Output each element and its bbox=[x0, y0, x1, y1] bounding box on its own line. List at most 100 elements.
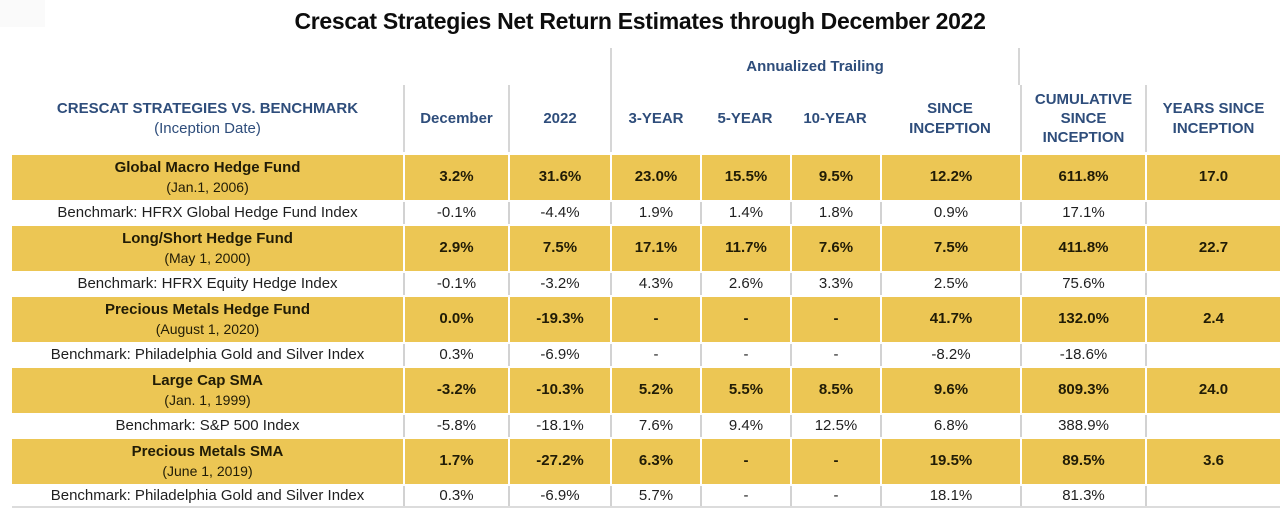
value-cell-3-year: 23.0% bbox=[610, 155, 700, 200]
row-name-cell: Benchmark: Philadelphia Gold and Silver … bbox=[12, 344, 403, 366]
value-cell-3-year: 5.2% bbox=[610, 368, 700, 413]
value-cell-5-year: 2.6% bbox=[700, 273, 790, 295]
table-body: Global Macro Hedge Fund (Jan.1, 2006) 3.… bbox=[12, 155, 1280, 508]
row-name-cell: Precious Metals SMA (June 1, 2019) bbox=[12, 439, 403, 484]
row-name: Long/Short Hedge Fund bbox=[122, 229, 293, 247]
value-cell-since-inception: 6.8% bbox=[880, 415, 1020, 437]
value-cell-december: 2.9% bbox=[403, 226, 508, 271]
row-name: Global Macro Hedge Fund bbox=[114, 158, 301, 176]
value-cell-2022: -18.1% bbox=[508, 415, 610, 437]
row-name-cell: Long/Short Hedge Fund (May 1, 2000) bbox=[12, 226, 403, 271]
value-cell-10-year: 1.8% bbox=[790, 202, 880, 224]
value-cell-years-since-inception: 2.4 bbox=[1145, 297, 1280, 342]
value-cell-5-year: - bbox=[700, 486, 790, 506]
returns-table: Annualized Trailing CRESCAT STRATEGIES V… bbox=[12, 48, 1280, 508]
row-inception-date: (August 1, 2020) bbox=[155, 320, 260, 337]
column-header-10-year: 10-YEAR bbox=[803, 109, 867, 127]
value-cell-10-year: 12.5% bbox=[790, 415, 880, 437]
row-name: Benchmark: HFRX Global Hedge Fund Index bbox=[57, 203, 358, 221]
value-cell-10-year: - bbox=[790, 486, 880, 506]
value-cell-december: -0.1% bbox=[403, 273, 508, 295]
value-cell-5-year: 9.4% bbox=[700, 415, 790, 437]
value-cell-december: -5.8% bbox=[403, 415, 508, 437]
value-cell-years-since-inception bbox=[1145, 415, 1280, 437]
page-corner-artifact bbox=[0, 0, 45, 27]
value-cell-3-year: 1.9% bbox=[610, 202, 700, 224]
value-cell-3-year: 5.7% bbox=[610, 486, 700, 506]
header-spacer-left bbox=[12, 48, 610, 85]
row-name: Large Cap SMA bbox=[152, 371, 263, 389]
value-cell-3-year: 17.1% bbox=[610, 226, 700, 271]
row-name-cell: Large Cap SMA (Jan. 1, 1999) bbox=[12, 368, 403, 413]
value-cell-cumulative-since-inception: 75.6% bbox=[1020, 273, 1145, 295]
value-cell-cumulative-since-inception: 388.9% bbox=[1020, 415, 1145, 437]
group-header-annualized-trailing: Annualized Trailing bbox=[610, 48, 1020, 85]
column-header-years-since-inception: YEARS SINCE INCEPTION bbox=[1145, 85, 1280, 152]
value-cell-since-inception: 41.7% bbox=[880, 297, 1020, 342]
value-cell-2022: -3.2% bbox=[508, 273, 610, 295]
row-name: Precious Metals SMA bbox=[131, 442, 284, 460]
row-name: Benchmark: S&P 500 Index bbox=[115, 416, 300, 434]
row-name-cell: Benchmark: S&P 500 Index bbox=[12, 415, 403, 437]
value-cell-10-year: - bbox=[790, 439, 880, 484]
strategy-row: Long/Short Hedge Fund (May 1, 2000) 2.9%… bbox=[12, 226, 1280, 271]
value-cell-10-year: 9.5% bbox=[790, 155, 880, 200]
value-cell-cumulative-since-inception: 411.8% bbox=[1020, 226, 1145, 271]
benchmark-row: Benchmark: Philadelphia Gold and Silver … bbox=[12, 344, 1280, 366]
value-cell-5-year: - bbox=[700, 297, 790, 342]
value-cell-2022: -6.9% bbox=[508, 344, 610, 366]
row-name-cell: Global Macro Hedge Fund (Jan.1, 2006) bbox=[12, 155, 403, 200]
value-cell-december: 1.7% bbox=[403, 439, 508, 484]
strategy-row: Precious Metals Hedge Fund (August 1, 20… bbox=[12, 297, 1280, 342]
value-cell-2022: 7.5% bbox=[508, 226, 610, 271]
value-cell-10-year: 7.6% bbox=[790, 226, 880, 271]
row-name-cell: Benchmark: Philadelphia Gold and Silver … bbox=[12, 486, 403, 506]
strategy-row: Precious Metals SMA (June 1, 2019) 1.7% … bbox=[12, 439, 1280, 484]
value-cell-3-year: 4.3% bbox=[610, 273, 700, 295]
value-cell-5-year: 15.5% bbox=[700, 155, 790, 200]
value-cell-since-inception: 7.5% bbox=[880, 226, 1020, 271]
value-cell-years-since-inception: 22.7 bbox=[1145, 226, 1280, 271]
value-cell-since-inception: 18.1% bbox=[880, 486, 1020, 506]
value-cell-2022: -10.3% bbox=[508, 368, 610, 413]
value-cell-years-since-inception bbox=[1145, 202, 1280, 224]
column-header-strategies: CRESCAT STRATEGIES VS. BENCHMARK (Incept… bbox=[12, 85, 403, 152]
row-name: Benchmark: HFRX Equity Hedge Index bbox=[77, 274, 338, 292]
value-cell-december: -0.1% bbox=[403, 202, 508, 224]
value-cell-2022: -6.9% bbox=[508, 486, 610, 506]
value-cell-cumulative-since-inception: 132.0% bbox=[1020, 297, 1145, 342]
value-cell-cumulative-since-inception: 611.8% bbox=[1020, 155, 1145, 200]
column-header-2022: 2022 bbox=[508, 85, 610, 152]
row-inception-date: (Jan.1, 2006) bbox=[166, 178, 249, 195]
value-cell-december: 3.2% bbox=[403, 155, 508, 200]
value-cell-years-since-inception bbox=[1145, 273, 1280, 295]
value-cell-since-inception: 0.9% bbox=[880, 202, 1020, 224]
value-cell-5-year: - bbox=[700, 439, 790, 484]
row-inception-date: (May 1, 2000) bbox=[164, 249, 251, 266]
value-cell-years-since-inception: 3.6 bbox=[1145, 439, 1280, 484]
page-title: Crescat Strategies Net Return Estimates … bbox=[294, 8, 986, 34]
value-cell-5-year: - bbox=[700, 344, 790, 366]
row-name: Precious Metals Hedge Fund bbox=[104, 300, 311, 318]
value-cell-3-year: 6.3% bbox=[610, 439, 700, 484]
value-cell-5-year: 11.7% bbox=[700, 226, 790, 271]
value-cell-december: -3.2% bbox=[403, 368, 508, 413]
benchmark-row: Benchmark: S&P 500 Index -5.8% -18.1% 7.… bbox=[12, 415, 1280, 437]
row-name-cell: Precious Metals Hedge Fund (August 1, 20… bbox=[12, 297, 403, 342]
value-cell-since-inception: 9.6% bbox=[880, 368, 1020, 413]
value-cell-years-since-inception bbox=[1145, 486, 1280, 506]
header-spacer-right bbox=[1020, 48, 1280, 85]
value-cell-years-since-inception: 17.0 bbox=[1145, 155, 1280, 200]
column-header-since-inception: SINCE INCEPTION bbox=[909, 100, 991, 137]
row-inception-date: (Jan. 1, 1999) bbox=[164, 391, 251, 408]
value-cell-december: 0.0% bbox=[403, 297, 508, 342]
benchmark-row: Benchmark: Philadelphia Gold and Silver … bbox=[12, 486, 1280, 508]
value-cell-cumulative-since-inception: 809.3% bbox=[1020, 368, 1145, 413]
row-name-cell: Benchmark: HFRX Equity Hedge Index bbox=[12, 273, 403, 295]
value-cell-3-year: - bbox=[610, 297, 700, 342]
strategy-row: Global Macro Hedge Fund (Jan.1, 2006) 3.… bbox=[12, 155, 1280, 200]
value-cell-10-year: 8.5% bbox=[790, 368, 880, 413]
value-cell-cumulative-since-inception: -18.6% bbox=[1020, 344, 1145, 366]
strategy-row: Large Cap SMA (Jan. 1, 1999) -3.2% -10.3… bbox=[12, 368, 1280, 413]
value-cell-5-year: 5.5% bbox=[700, 368, 790, 413]
